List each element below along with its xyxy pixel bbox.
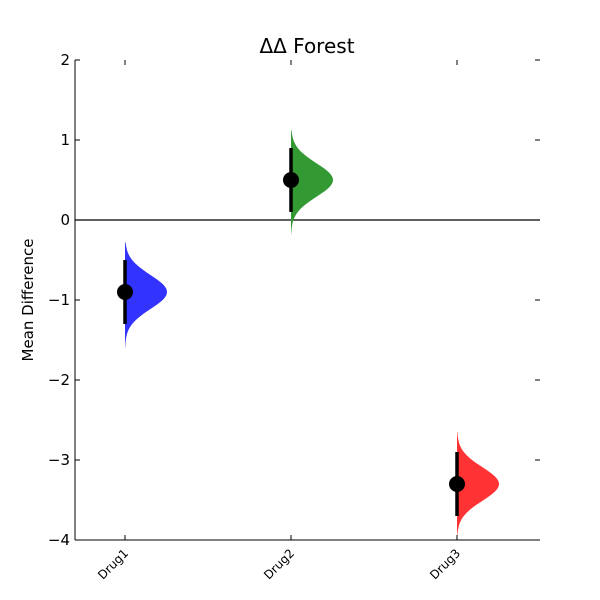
y-tick-label: −2 <box>48 371 70 389</box>
drug2-distribution <box>291 130 333 235</box>
y-tick-label: −3 <box>48 451 70 469</box>
y-tick-label: −4 <box>48 531 70 549</box>
drug2-mean-point <box>283 172 299 188</box>
y-tick-label: 1 <box>60 131 70 149</box>
y-axis-label: Mean Difference <box>19 239 37 362</box>
drug1-mean-point <box>117 284 133 300</box>
chart-title: ΔΔ Forest <box>259 34 354 58</box>
y-tick-label: 0 <box>60 211 70 229</box>
x-tick-label-drug2: Drug2 <box>261 546 297 582</box>
y-tick-label: −1 <box>48 291 70 309</box>
y-tick-label: 2 <box>60 51 70 69</box>
drug1-distribution <box>125 242 167 348</box>
x-tick-label-drug1: Drug1 <box>95 546 131 582</box>
plot-area <box>75 130 540 536</box>
drug3-mean-point <box>449 476 465 492</box>
drug3-distribution <box>457 432 499 536</box>
x-tick-label-drug3: Drug3 <box>427 546 463 582</box>
